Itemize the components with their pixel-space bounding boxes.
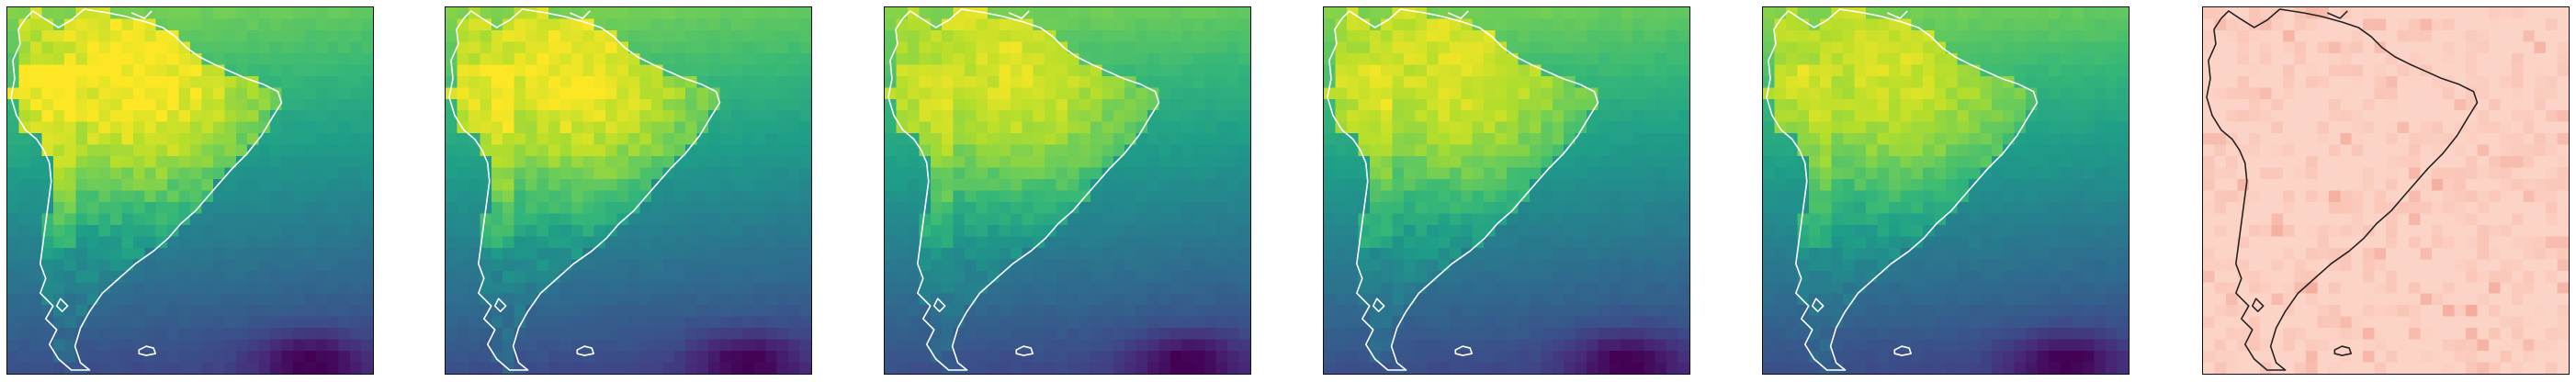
- heatmap-grid: [7, 7, 373, 374]
- island-outline: [1893, 345, 1912, 356]
- coastline-path: [448, 8, 721, 371]
- coastline-overlay: [10, 8, 283, 371]
- coastline-overlay: [448, 8, 721, 371]
- coastline-path: [1766, 8, 2039, 371]
- coastline-overlay: [887, 8, 1160, 371]
- heatmap-grid: [446, 7, 811, 374]
- coastline-path: [1327, 8, 1599, 371]
- coastline-overlay: [1766, 8, 2039, 371]
- map-panel-6: [2202, 6, 2570, 375]
- coastline-path: [887, 8, 1160, 371]
- coastline-path: [493, 298, 507, 312]
- coastline-path: [10, 8, 283, 371]
- map-panel-4: [1323, 6, 1690, 375]
- coastline-path: [2206, 8, 2479, 371]
- heatmap-grid: [1763, 7, 2129, 374]
- coastline-path: [1448, 10, 1469, 19]
- coastline-overlay: [2206, 8, 2479, 371]
- coastline-path: [570, 10, 591, 19]
- coastline-path: [1811, 298, 1825, 312]
- island-outline: [138, 345, 156, 356]
- coastline-path: [932, 298, 946, 312]
- coastline-path: [2251, 298, 2265, 312]
- island-outline: [1454, 345, 1473, 356]
- coastline-path: [1009, 10, 1030, 19]
- heatmap-grid: [2203, 7, 2569, 374]
- map-panel-3: [884, 6, 1251, 375]
- coastline-path: [1887, 10, 1908, 19]
- map-panel-2: [445, 6, 812, 375]
- map-panel-5: [1762, 6, 2130, 375]
- coastline-path: [131, 10, 153, 19]
- coastline-path: [1372, 298, 1385, 312]
- island-outline: [2333, 345, 2352, 356]
- coastline-path: [2327, 10, 2348, 19]
- heatmap-grid: [1324, 7, 1689, 374]
- map-panel-1: [6, 6, 374, 375]
- coastline-path: [55, 298, 69, 312]
- island-outline: [1015, 345, 1034, 356]
- heatmap-grid: [885, 7, 1250, 374]
- island-outline: [576, 345, 594, 356]
- coastline-overlay: [1327, 8, 1599, 371]
